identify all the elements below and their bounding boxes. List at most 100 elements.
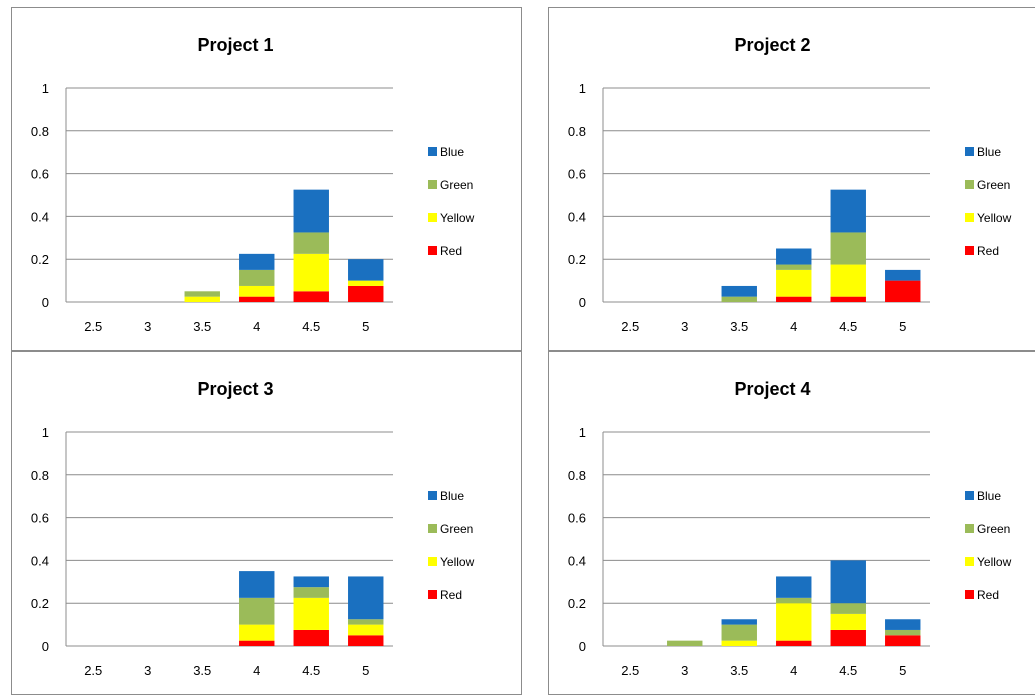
legend-label-yellow: Yellow xyxy=(440,555,475,569)
bar-segment-green xyxy=(293,232,329,254)
legend-label-blue: Blue xyxy=(977,489,1001,503)
chart-svg-project-3: Project 3 0 0.2 0.4 0.6 0.8 1 2.5 3 3.5 4 4.5 5 Blue G… xyxy=(31,379,475,678)
x-tick-label: 2.5 xyxy=(84,319,102,334)
legend-label-red: Red xyxy=(440,244,462,258)
y-tick-label: 1 xyxy=(42,425,49,440)
x-tick-label: 4 xyxy=(790,319,797,334)
bar-segment-green xyxy=(830,603,866,614)
chart-panel-project-2: Project 2 0 0.2 0.4 0.6 0.8 1 2.5 3 3.5 4 4.5 5 Blue G… xyxy=(548,7,1035,351)
bar-segment-yellow xyxy=(184,296,220,302)
bar-segment-green xyxy=(776,597,812,604)
legend-swatch-red xyxy=(965,590,974,599)
bar-segment-red xyxy=(885,280,921,302)
legend-swatch-red xyxy=(965,246,974,255)
bar-segment-blue xyxy=(830,560,866,604)
bar-segment-yellow xyxy=(830,264,866,297)
bar-segment-red xyxy=(885,635,921,646)
bar-segment-yellow xyxy=(293,253,329,292)
x-tick-label: 3 xyxy=(144,663,151,678)
x-tick-label: 4 xyxy=(790,663,797,678)
bar-segment-blue xyxy=(721,619,757,625)
y-tick-label: 0.4 xyxy=(568,553,586,568)
legend-label-yellow: Yellow xyxy=(977,211,1012,225)
legend-swatch-blue xyxy=(428,491,437,500)
legend-label-blue: Blue xyxy=(440,145,464,159)
legend-label-red: Red xyxy=(977,588,999,602)
bar-segment-yellow xyxy=(776,269,812,297)
x-tick-label: 5 xyxy=(899,319,906,334)
legend-swatch-green xyxy=(428,180,437,189)
bar-segment-yellow xyxy=(348,280,384,286)
y-tick-label: 1 xyxy=(579,425,586,440)
bar-segment-red xyxy=(348,635,384,646)
bar-segment-green xyxy=(885,629,921,636)
y-tick-label: 0.8 xyxy=(31,468,49,483)
legend-swatch-yellow xyxy=(965,557,974,566)
x-tick-label: 3.5 xyxy=(193,319,211,334)
bar-segment-green xyxy=(348,619,384,625)
y-tick-label: 0.8 xyxy=(568,468,586,483)
x-tick-label: 2.5 xyxy=(621,319,639,334)
bar-segment-blue xyxy=(776,248,812,265)
chart-panel-project-3: Project 3 0 0.2 0.4 0.6 0.8 1 2.5 3 3.5 4 4.5 5 Blue G… xyxy=(11,351,522,695)
bar-segment-blue xyxy=(239,571,275,598)
bar-segment-red xyxy=(776,296,812,302)
x-tick-label: 5 xyxy=(362,663,369,678)
bar-segment-green xyxy=(184,291,220,297)
legend-label-green: Green xyxy=(977,178,1010,192)
bar-segment-yellow xyxy=(830,613,866,630)
x-tick-label: 4.5 xyxy=(839,319,857,334)
bar-segment-blue xyxy=(293,576,329,588)
bar-segment-red xyxy=(293,291,329,302)
chart-svg-project-1: Project 1 0 0.2 0.4 0.6 0.8 1 2.5 3 3.5 4 4.5 5 Blue G… xyxy=(31,35,475,334)
bar-segment-green xyxy=(239,597,275,625)
y-tick-label: 0.4 xyxy=(568,209,586,224)
x-tick-label: 3.5 xyxy=(193,663,211,678)
legend-swatch-blue xyxy=(965,491,974,500)
x-tick-label: 3 xyxy=(681,319,688,334)
bar-segment-red xyxy=(776,640,812,646)
chart-title: Project 4 xyxy=(734,379,810,399)
bar-segment-yellow xyxy=(239,624,275,641)
y-tick-label: 0 xyxy=(42,639,49,654)
y-tick-label: 0.4 xyxy=(31,209,49,224)
bar-segment-blue xyxy=(348,259,384,281)
x-tick-label: 4.5 xyxy=(302,663,320,678)
chart-svg-project-2: Project 2 0 0.2 0.4 0.6 0.8 1 2.5 3 3.5 4 4.5 5 Blue G… xyxy=(568,35,1012,334)
legend-label-green: Green xyxy=(977,522,1010,536)
x-tick-label: 4 xyxy=(253,319,260,334)
chart-panel-project-4: Project 4 0 0.2 0.4 0.6 0.8 1 2.5 3 3.5 4 4.5 5 Blue G… xyxy=(548,351,1035,695)
x-tick-label: 3 xyxy=(144,319,151,334)
chart-title: Project 3 xyxy=(197,379,273,399)
y-tick-label: 0.4 xyxy=(31,553,49,568)
legend-swatch-green xyxy=(965,180,974,189)
bar-segment-red xyxy=(239,640,275,646)
chart-svg-project-4: Project 4 0 0.2 0.4 0.6 0.8 1 2.5 3 3.5 4 4.5 5 Blue G… xyxy=(568,379,1012,678)
bar-segment-green xyxy=(667,640,703,646)
y-tick-label: 0.8 xyxy=(31,124,49,139)
legend-label-red: Red xyxy=(440,588,462,602)
y-tick-label: 0.2 xyxy=(568,252,586,267)
bar-segment-yellow xyxy=(348,624,384,636)
bar-segment-blue xyxy=(830,189,866,233)
bar-segment-yellow xyxy=(776,603,812,641)
y-tick-label: 0.6 xyxy=(31,167,49,182)
y-tick-label: 0.6 xyxy=(568,511,586,526)
legend-label-yellow: Yellow xyxy=(977,555,1012,569)
bar-segment-red xyxy=(830,296,866,302)
bar-segment-red xyxy=(348,285,384,302)
bar-segment-blue xyxy=(293,189,329,233)
bar-segment-blue xyxy=(348,576,384,620)
bar-segment-yellow xyxy=(721,640,757,646)
legend-swatch-red xyxy=(428,590,437,599)
legend-label-yellow: Yellow xyxy=(440,211,475,225)
legend-swatch-red xyxy=(428,246,437,255)
y-tick-label: 0 xyxy=(579,295,586,310)
x-tick-label: 3.5 xyxy=(730,319,748,334)
legend-swatch-green xyxy=(428,524,437,533)
bar-segment-blue xyxy=(239,253,275,270)
legend-swatch-blue xyxy=(965,147,974,156)
x-tick-label: 5 xyxy=(899,663,906,678)
x-tick-label: 3.5 xyxy=(730,663,748,678)
y-tick-label: 1 xyxy=(579,81,586,96)
